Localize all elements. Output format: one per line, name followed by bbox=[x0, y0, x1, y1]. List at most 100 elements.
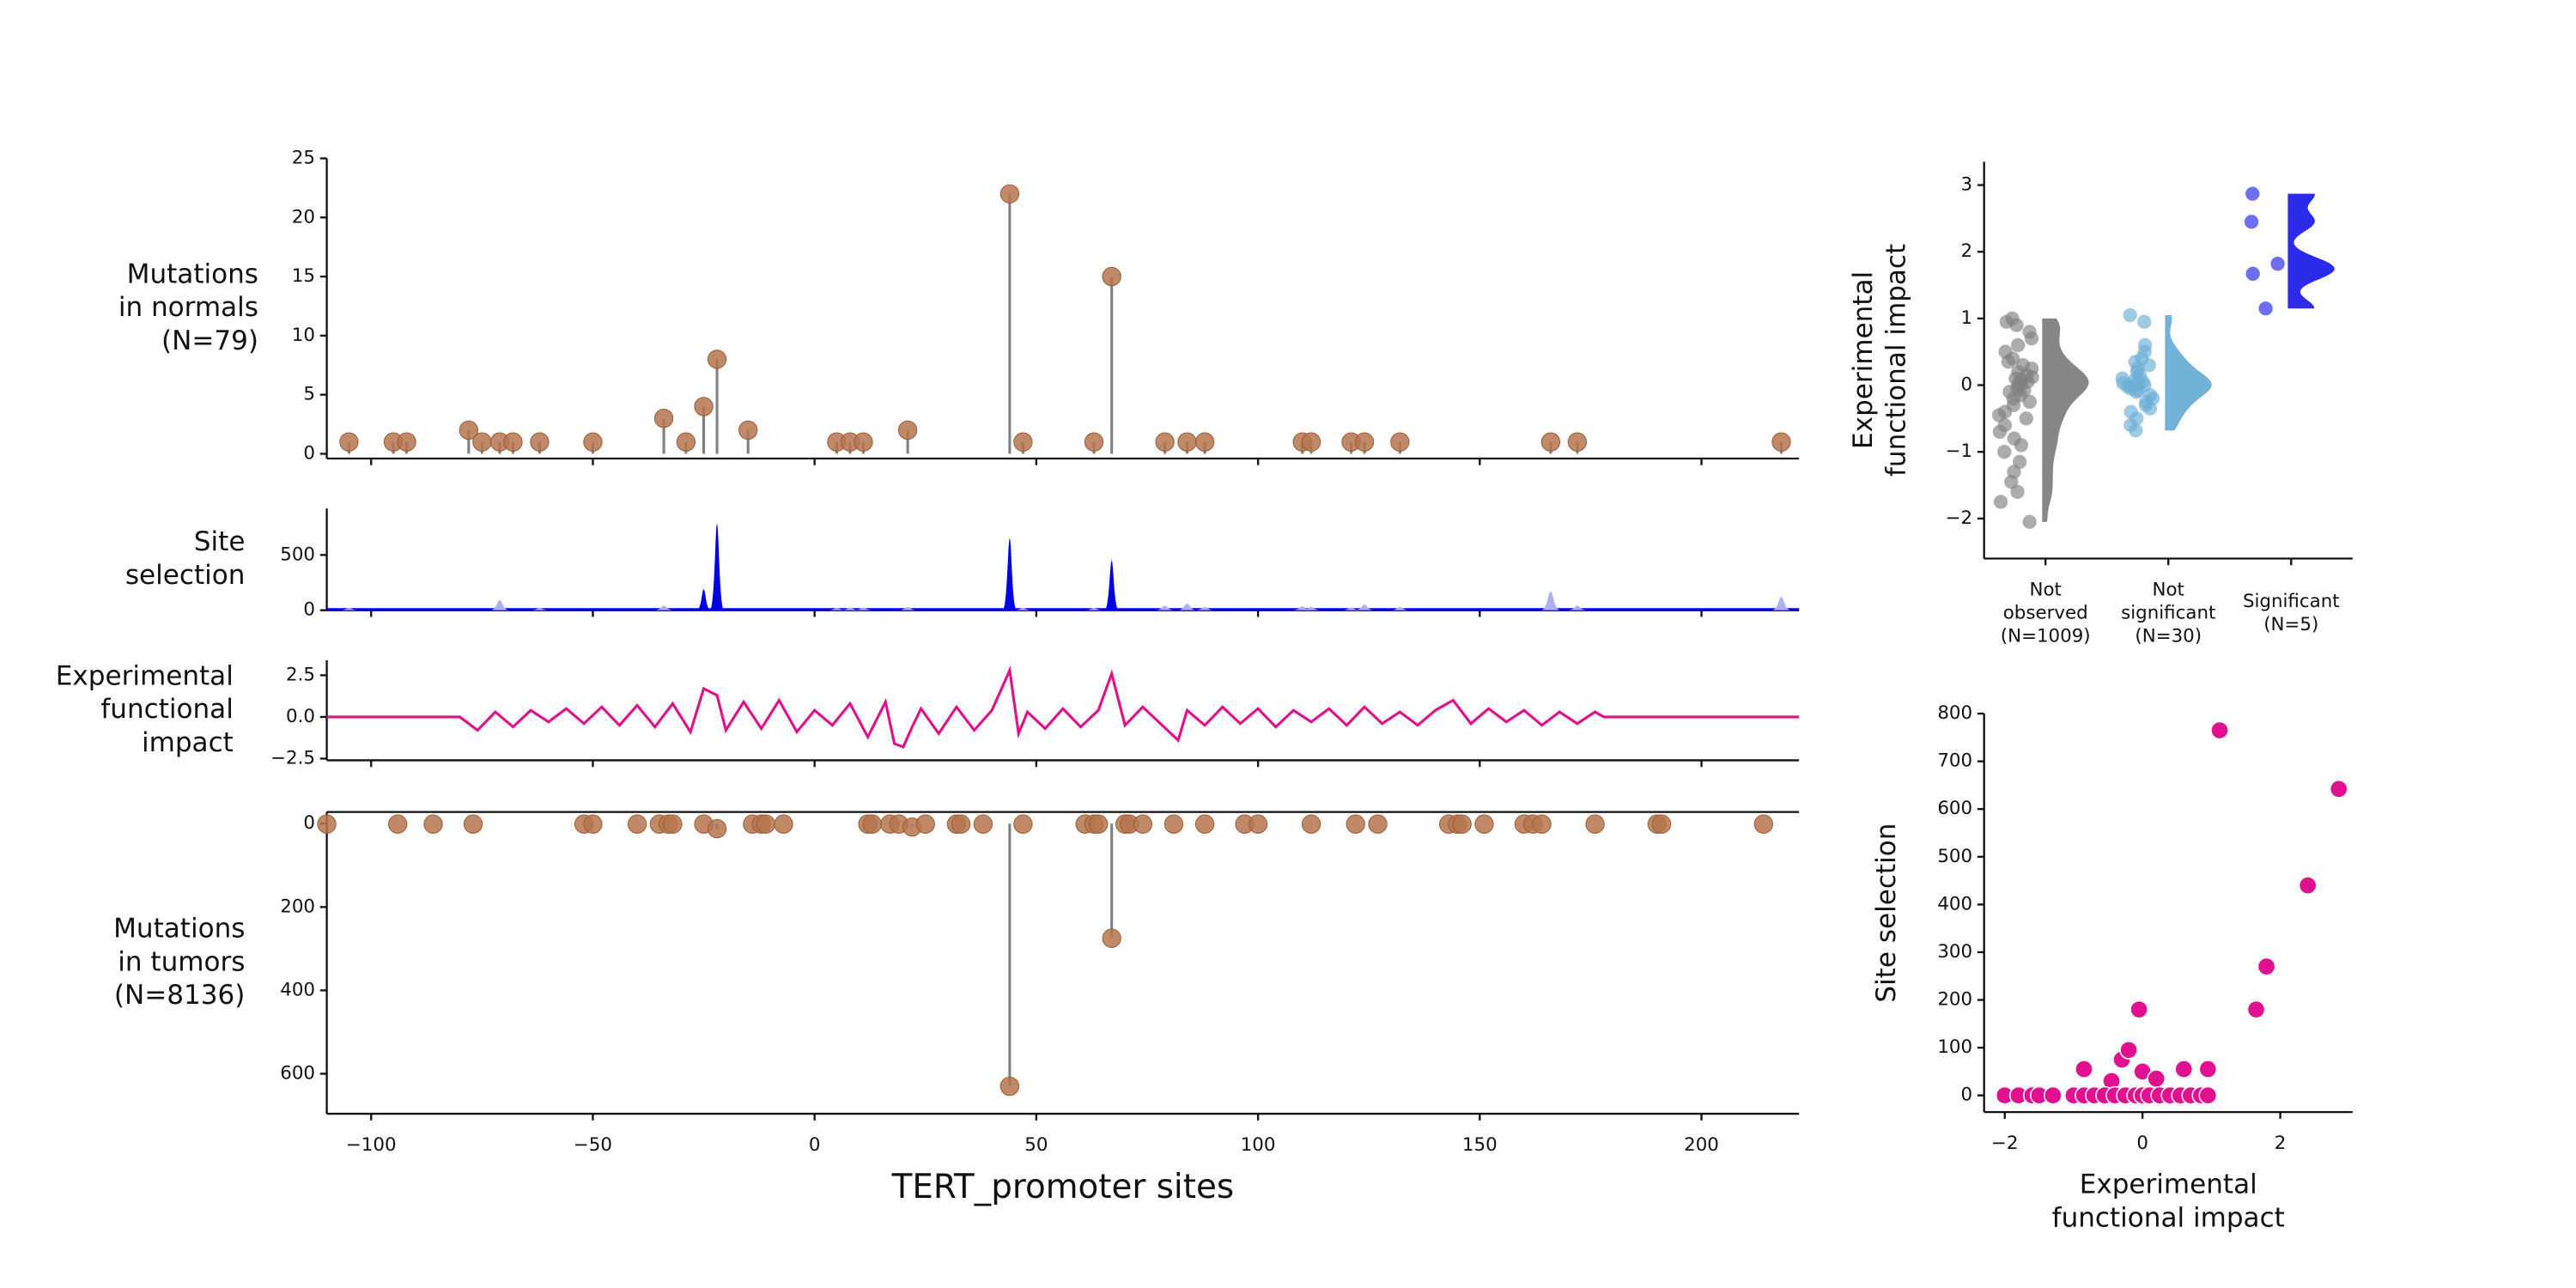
strip-point bbox=[2010, 484, 2025, 499]
strip-point bbox=[1993, 495, 2008, 509]
dot bbox=[530, 432, 550, 452]
peak bbox=[854, 607, 873, 611]
y-tick-label: 600 bbox=[1937, 798, 1972, 819]
peak bbox=[1104, 560, 1119, 611]
peak bbox=[1540, 591, 1561, 611]
y-tick-label: 800 bbox=[1937, 702, 1972, 724]
scatter-point bbox=[2210, 720, 2229, 740]
y-tick-label: 1 bbox=[1960, 307, 1972, 329]
strip-point bbox=[2129, 423, 2143, 438]
peak bbox=[827, 608, 847, 611]
scatter-point bbox=[2246, 999, 2266, 1019]
y-tick-label: 500 bbox=[1937, 846, 1972, 867]
dot bbox=[862, 814, 882, 834]
dot bbox=[1133, 814, 1152, 834]
dot bbox=[1452, 814, 1472, 834]
dot bbox=[707, 349, 727, 369]
dot bbox=[1771, 432, 1791, 452]
dot bbox=[738, 420, 758, 440]
scatter-point bbox=[2147, 1069, 2166, 1089]
dot bbox=[583, 814, 603, 834]
strip-point bbox=[2270, 257, 2285, 271]
dot bbox=[1177, 432, 1197, 452]
strip-point bbox=[2244, 215, 2259, 229]
y-tick-label: 500 bbox=[280, 544, 315, 565]
x-tick-label: 0 bbox=[2136, 1133, 2148, 1154]
x-tick-label: 2 bbox=[2275, 1133, 2287, 1154]
y-tick-label: −2.5 bbox=[270, 747, 315, 769]
x-tick-label: Not significant (N=30) bbox=[2121, 579, 2215, 647]
dot bbox=[1194, 432, 1215, 452]
dot bbox=[1163, 814, 1184, 834]
dot bbox=[1532, 814, 1552, 834]
strip-point bbox=[2142, 401, 2158, 416]
y-tick-label: 0 bbox=[303, 599, 315, 621]
dot bbox=[897, 420, 918, 440]
y-axis-label: Site selection bbox=[1871, 823, 1902, 1003]
strip-point bbox=[1997, 445, 2012, 459]
strip-point bbox=[2022, 514, 2037, 529]
scatter-point bbox=[2198, 1085, 2218, 1105]
strip-point bbox=[2142, 358, 2156, 373]
dot bbox=[1354, 432, 1375, 452]
dot bbox=[1013, 432, 1033, 452]
y-tick-label: 15 bbox=[292, 265, 315, 287]
peak bbox=[653, 605, 674, 611]
peak bbox=[1002, 538, 1018, 611]
peak bbox=[1155, 605, 1176, 611]
y-tick-label: 400 bbox=[1937, 893, 1972, 914]
strip-point bbox=[2129, 385, 2144, 399]
dot bbox=[1753, 814, 1773, 834]
dot bbox=[1567, 432, 1588, 452]
dot bbox=[388, 814, 408, 834]
dot bbox=[1155, 432, 1175, 452]
strip-point bbox=[2130, 361, 2145, 376]
scatter-point bbox=[2257, 957, 2276, 976]
dot bbox=[676, 432, 696, 452]
dot bbox=[503, 432, 523, 452]
dot bbox=[339, 432, 359, 452]
dot bbox=[999, 1076, 1020, 1097]
y-tick-label: 300 bbox=[1937, 941, 1972, 963]
x-tick-label: −100 bbox=[346, 1134, 397, 1156]
y-tick-label: 10 bbox=[292, 325, 315, 346]
peak bbox=[1341, 607, 1361, 611]
dot bbox=[1474, 814, 1494, 834]
y-tick-label: 20 bbox=[292, 206, 315, 228]
peak bbox=[489, 600, 510, 611]
dot bbox=[463, 814, 483, 834]
strip-point bbox=[2137, 314, 2152, 329]
dot bbox=[999, 184, 1020, 204]
dot bbox=[1084, 432, 1104, 452]
violin bbox=[2042, 318, 2089, 522]
strip-point bbox=[2022, 325, 2037, 339]
dot bbox=[707, 818, 727, 839]
peak bbox=[530, 608, 550, 611]
y-axis-label: Mutations in tumors (N=8136) bbox=[113, 914, 245, 1012]
y-axis-label: Experimental functional impact bbox=[56, 660, 234, 758]
dot bbox=[1248, 814, 1268, 834]
y-tick-label: 2.5 bbox=[286, 664, 315, 685]
strip-point bbox=[2012, 454, 2027, 470]
peak bbox=[840, 607, 860, 611]
peak bbox=[1013, 608, 1033, 611]
y-axis-label: Experimental functional impact bbox=[1848, 244, 1912, 477]
dot bbox=[973, 814, 993, 834]
strip-point bbox=[2007, 431, 2021, 446]
dot bbox=[1194, 814, 1215, 834]
scatter-point bbox=[2198, 1060, 2218, 1078]
y-tick-label: 0 bbox=[1960, 374, 1972, 396]
strip-point bbox=[2015, 358, 2031, 373]
dot bbox=[459, 420, 479, 440]
peak bbox=[1177, 603, 1197, 611]
y-tick-label: 2 bbox=[1960, 240, 1972, 262]
peak bbox=[339, 608, 359, 611]
x-tick-label: −50 bbox=[574, 1134, 612, 1156]
peak bbox=[1389, 606, 1410, 611]
dot bbox=[774, 814, 793, 834]
scatter-point bbox=[2119, 1041, 2138, 1060]
dot bbox=[583, 432, 603, 452]
x-axis-label: Experimental functional impact bbox=[2052, 1170, 2285, 1234]
y-axis-label: Site selection bbox=[125, 526, 246, 591]
